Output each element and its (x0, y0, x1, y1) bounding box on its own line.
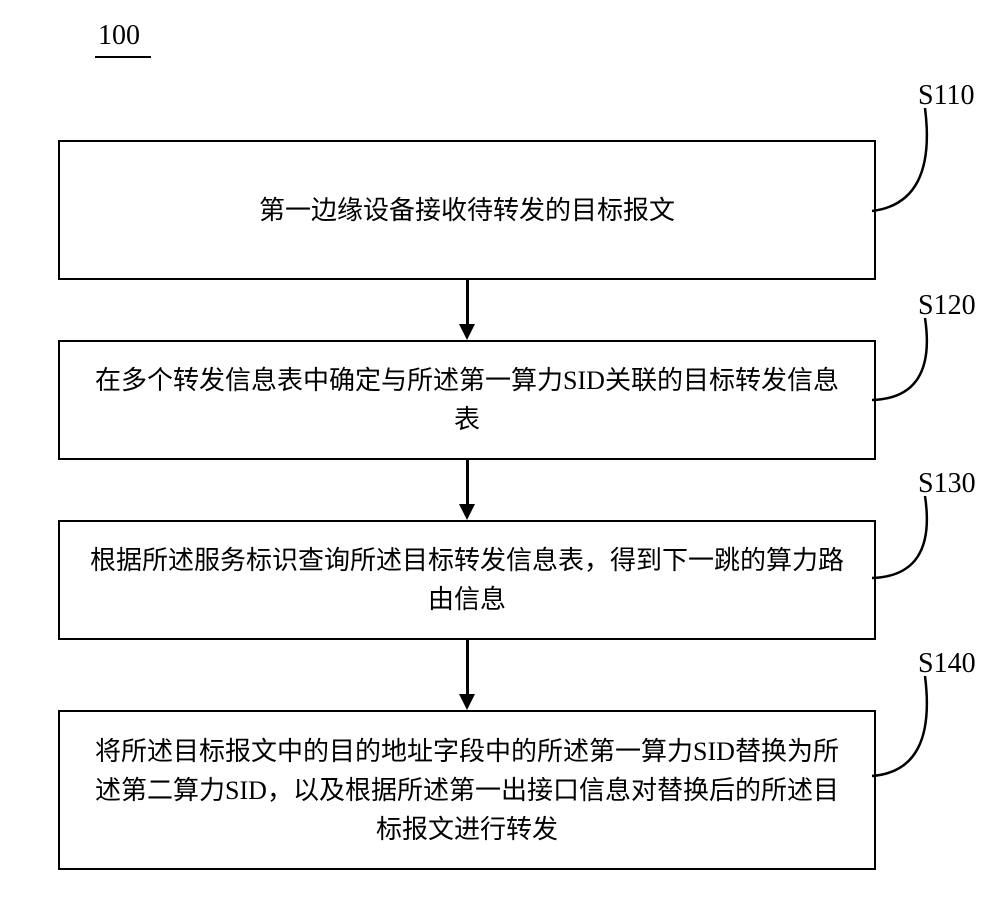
flowchart-canvas: 100 第一边缘设备接收待转发的目标报文S110在多个转发信息表中确定与所述第一… (0, 0, 1000, 908)
connector-curve-s120 (872, 318, 962, 418)
figure-number: 100 (98, 20, 140, 52)
arrow-head-icon (459, 694, 475, 710)
arrow-head-icon (459, 504, 475, 520)
step-text: 将所述目标报文中的目的地址字段中的所述第一算力SID替换为所述第二算力SID，以… (90, 732, 844, 849)
arrow-line (466, 640, 469, 694)
connector-curve-s110 (872, 108, 962, 228)
step-text: 在多个转发信息表中确定与所述第一算力SID关联的目标转发信息表 (90, 361, 844, 439)
step-box-s130: 根据所述服务标识查询所述目标转发信息表，得到下一跳的算力路由信息 (58, 520, 876, 640)
step-text: 第一边缘设备接收待转发的目标报文 (259, 191, 675, 230)
connector-curve-s140 (872, 676, 962, 796)
arrow-head-icon (459, 324, 475, 340)
step-box-s120: 在多个转发信息表中确定与所述第一算力SID关联的目标转发信息表 (58, 340, 876, 460)
figure-number-underline (95, 56, 151, 58)
step-box-s140: 将所述目标报文中的目的地址字段中的所述第一算力SID替换为所述第二算力SID，以… (58, 710, 876, 870)
arrow-line (466, 460, 469, 504)
step-box-s110: 第一边缘设备接收待转发的目标报文 (58, 140, 876, 280)
arrow-line (466, 280, 469, 324)
step-text: 根据所述服务标识查询所述目标转发信息表，得到下一跳的算力路由信息 (90, 541, 844, 619)
connector-curve-s130 (872, 496, 962, 596)
